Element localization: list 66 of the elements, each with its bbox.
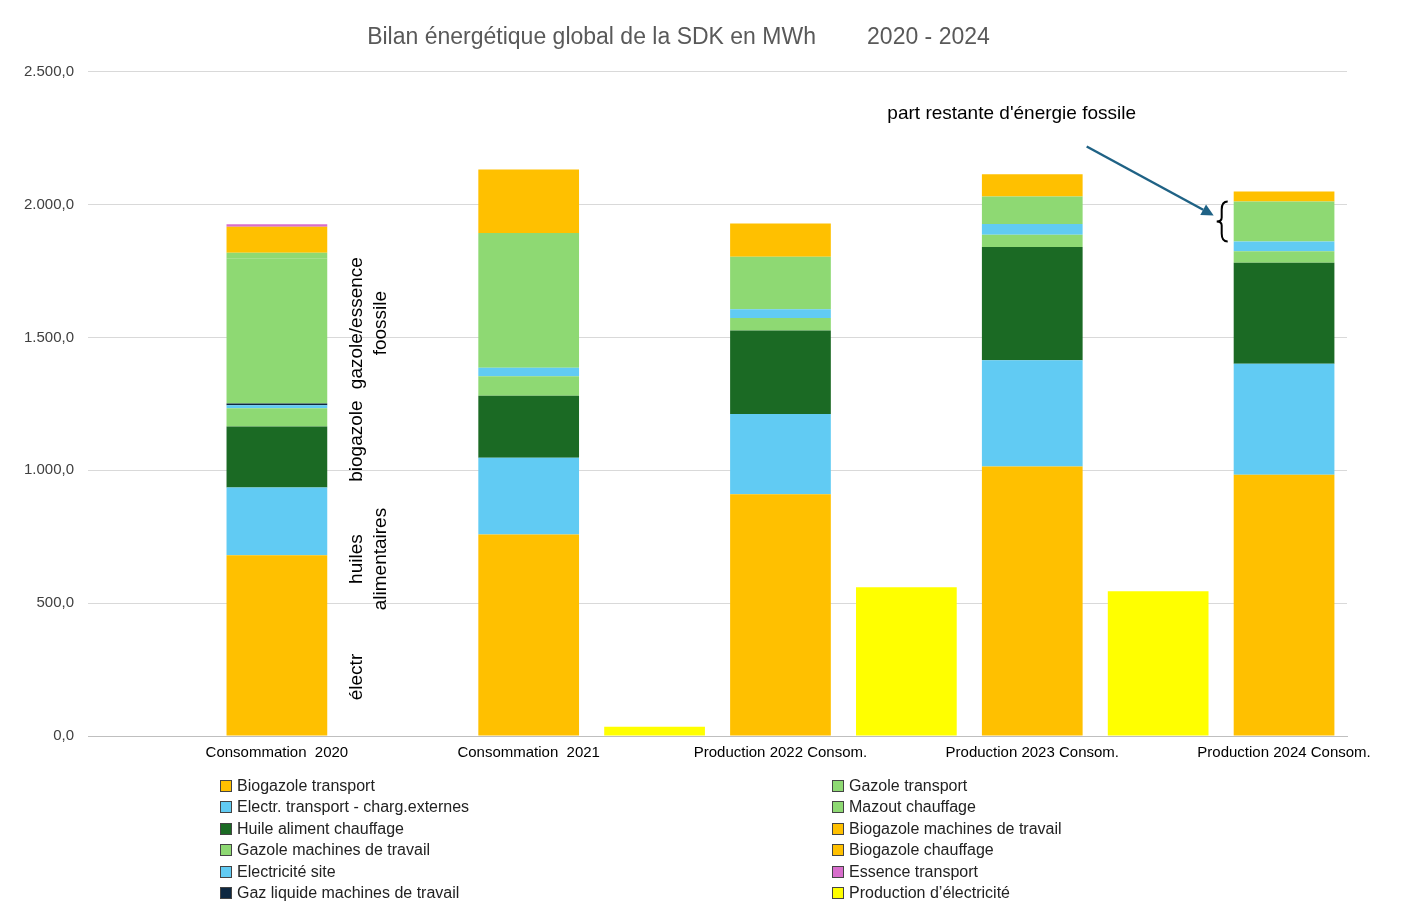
annotation: gazole/essence foossile	[345, 257, 391, 390]
bar	[730, 256, 831, 310]
legend-label: Huile aliment chauffage	[237, 819, 404, 838]
bar	[730, 330, 831, 414]
y-tick-label: 500,0	[36, 593, 75, 611]
bar	[730, 413, 831, 495]
bar	[478, 534, 580, 736]
bar	[981, 466, 1083, 736]
bar	[226, 426, 328, 488]
x-tick-label: Production 2024 Consom.	[1197, 743, 1371, 761]
legend-label: Biogazole chauffage	[849, 841, 994, 860]
bar	[478, 376, 580, 396]
bar	[981, 174, 1083, 197]
y-tick-label: 1.500,0	[24, 327, 75, 345]
bar	[1233, 363, 1335, 475]
annotation: part restante d'énergie fossile	[887, 101, 1137, 123]
bar	[730, 309, 831, 318]
legend-label: Production d’électricité	[849, 884, 1010, 903]
bar	[604, 726, 705, 736]
legend-label: Gaz liquide machines de travail	[237, 884, 460, 903]
bar	[981, 234, 1083, 247]
bar	[226, 487, 328, 556]
legend-label: Gazole transport	[849, 776, 968, 795]
bar	[730, 223, 831, 257]
legend-label: Essence transport	[849, 862, 978, 881]
chart-title: Bilan énergétique global de la SDK en MWh 2020 - 2024	[367, 23, 991, 50]
bar	[981, 360, 1083, 467]
bar	[981, 223, 1083, 235]
legend-label: Electr. transport - charg.externes	[237, 798, 470, 817]
bar	[478, 457, 580, 535]
y-tick-label: 0,0	[53, 726, 75, 744]
bar	[226, 555, 328, 736]
legend-label: Biogazole machines de travail	[849, 819, 1062, 838]
legend-label: Mazout chauffage	[849, 798, 976, 817]
annotation: biogazole	[345, 400, 367, 482]
x-tick-label: Production 2023 Consom.	[945, 743, 1119, 761]
y-tick-label: 2.500,0	[24, 61, 75, 79]
x-tick-label: Consommation 2021	[457, 743, 600, 761]
bar	[981, 247, 1083, 361]
bar	[981, 196, 1083, 224]
annotation: huiles alimentaires	[345, 507, 391, 611]
bar	[1233, 474, 1335, 736]
bar	[1107, 591, 1209, 736]
bar	[1233, 191, 1335, 202]
bar	[1233, 251, 1335, 263]
bar	[478, 395, 580, 458]
bar	[226, 224, 328, 227]
bar	[1233, 262, 1335, 364]
bar	[226, 408, 328, 427]
bar	[478, 232, 580, 368]
bar	[730, 317, 831, 331]
bar	[1233, 241, 1335, 252]
bar	[856, 587, 957, 736]
legend-label: Biogazole transport	[237, 776, 375, 795]
bar	[226, 226, 328, 253]
bar	[730, 494, 831, 736]
legend-label: Gazole machines de travail	[237, 841, 430, 860]
annotation: électr	[345, 653, 367, 701]
bar	[478, 169, 580, 233]
legend-label: Electricité site	[237, 862, 336, 881]
y-tick-label: 2.000,0	[24, 194, 75, 212]
bar	[478, 367, 580, 377]
bar	[1233, 201, 1335, 242]
x-tick-label: Production 2022 Consom.	[693, 743, 868, 761]
y-tick-label: 1.000,0	[24, 460, 75, 478]
x-tick-label: Consommation 2020	[205, 743, 349, 761]
